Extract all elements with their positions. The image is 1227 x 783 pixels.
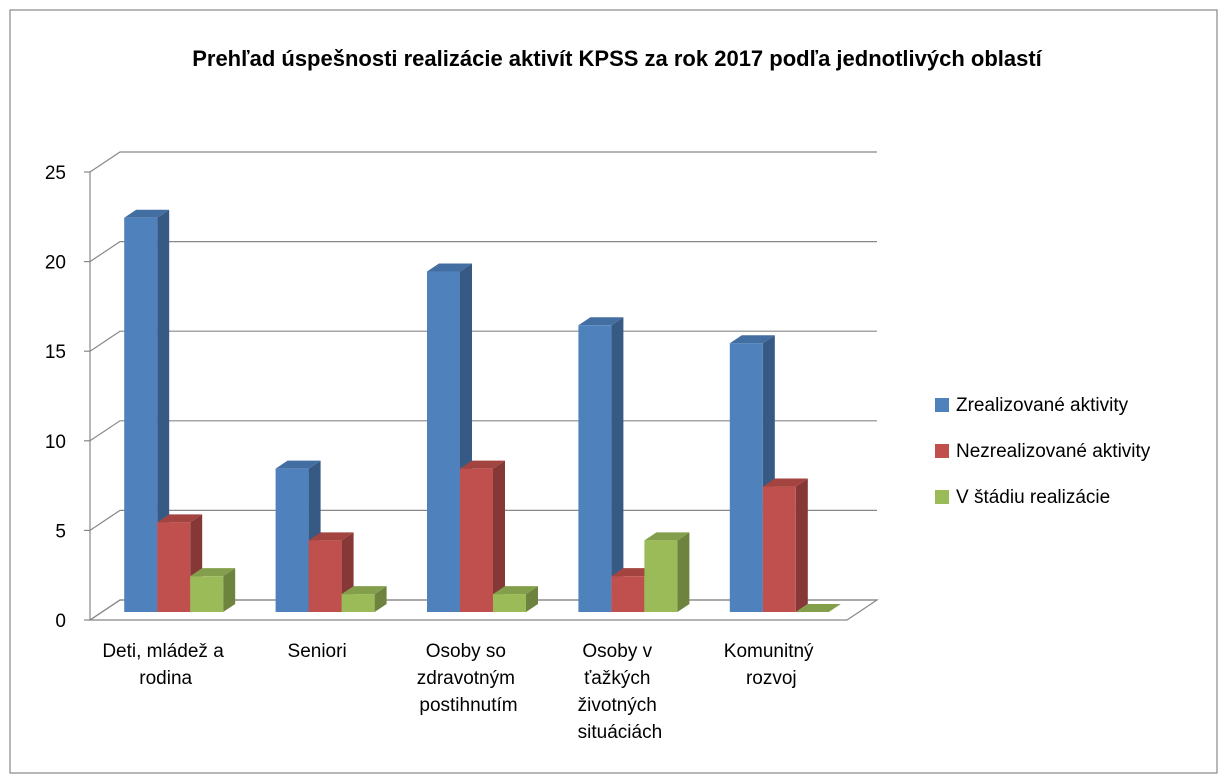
- bar: [644, 540, 678, 612]
- bar-top: [795, 604, 841, 612]
- grid-line: [89, 330, 877, 352]
- y-tick-label: 25: [45, 163, 66, 184]
- y-tick-label: 0: [55, 611, 66, 632]
- legend-label: V štádiu realizácie: [956, 487, 1110, 508]
- bar: [493, 594, 526, 612]
- bar-top: [157, 514, 203, 523]
- x-tick-label: Deti, mládež a rodina: [102, 641, 229, 689]
- bar-top: [275, 460, 321, 469]
- bar: [157, 522, 191, 612]
- bar: [611, 576, 645, 612]
- bar: [578, 325, 612, 612]
- grid-line: [89, 151, 877, 173]
- chart-title: Prehľad úspešnosti realizácie aktivít KP…: [192, 46, 1042, 71]
- y-tick-label: 15: [45, 342, 66, 363]
- bar: [729, 343, 763, 612]
- grid-line: [89, 420, 877, 442]
- bar-side: [493, 460, 505, 612]
- bar-side: [223, 568, 236, 612]
- bar: [427, 271, 460, 612]
- legend-swatch: [935, 444, 949, 458]
- bar-top: [427, 263, 472, 272]
- x-tick-label: Seniori: [288, 641, 347, 662]
- bar: [190, 576, 224, 612]
- legend-label: Nezrealizované aktivity: [956, 441, 1151, 462]
- bar-side: [374, 586, 387, 612]
- legend-label: Zrealizované aktivity: [956, 395, 1129, 416]
- legend-swatch: [935, 490, 949, 504]
- bar: [124, 217, 158, 612]
- bar-side: [795, 478, 808, 612]
- bar-side: [526, 586, 538, 612]
- bar-top: [308, 532, 354, 541]
- y-tick-label: 10: [45, 432, 66, 453]
- grid-line: [89, 509, 877, 531]
- bar-top: [644, 532, 690, 541]
- bar-side: [157, 209, 170, 612]
- grid-line: [89, 241, 877, 263]
- bar-side: [677, 532, 690, 612]
- bar: [308, 540, 342, 612]
- bar: [275, 468, 309, 612]
- bar: [762, 486, 796, 612]
- bar: [460, 468, 493, 612]
- bar-top: [341, 586, 387, 595]
- x-tick-label: Osoby so zdravotným postihnutím: [417, 641, 520, 716]
- bar-top: [493, 586, 538, 595]
- x-tick-label: Osoby v ťažkých životných situáciách: [578, 641, 663, 743]
- y-tick-label: 5: [55, 521, 66, 542]
- y-tick-label: 20: [45, 253, 66, 274]
- x-tick-label: Komunitný rozvoj: [724, 641, 819, 689]
- bar-top: [578, 317, 624, 326]
- bar-top: [124, 209, 170, 218]
- bar-top: [762, 478, 808, 487]
- bar-top: [190, 568, 236, 577]
- bar-side: [611, 317, 624, 612]
- bar-top: [729, 335, 775, 344]
- legend-swatch: [935, 398, 949, 412]
- bar-top: [460, 460, 505, 469]
- bar: [341, 594, 375, 612]
